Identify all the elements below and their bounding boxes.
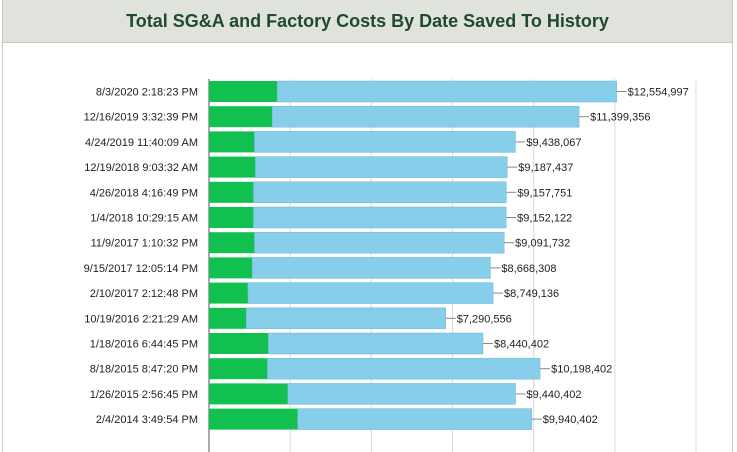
total-label: $12,554,997 — [628, 87, 689, 99]
chart-title: Total SG&A and Factory Costs By Date Sav… — [126, 10, 609, 31]
bar-segment-green — [209, 257, 253, 279]
bar-segment-blue — [251, 257, 491, 279]
category-label: 9/15/2017 12:05:14 PM — [84, 263, 198, 275]
bar-segment-green — [209, 156, 256, 178]
bar-segment-blue — [268, 332, 484, 355]
category-label: 12/19/2018 9:03:32 AM — [84, 162, 198, 174]
total-label: $11,399,356 — [590, 112, 650, 124]
category-label: 1/26/2015 2:56:45 PM — [90, 389, 198, 401]
bar-segment-green — [209, 282, 248, 304]
category-label: 4/24/2019 11:40:09 AM — [85, 137, 198, 149]
bar-segment-blue — [287, 383, 516, 405]
bar-segment-blue — [267, 357, 541, 380]
total-label: $9,152,122 — [517, 213, 572, 225]
total-label: $9,157,751 — [517, 187, 572, 199]
bar-segment-green — [209, 106, 273, 128]
total-label: $9,187,437 — [518, 162, 573, 174]
bar-segment-green — [209, 207, 254, 228]
total-label: $9,091,732 — [515, 238, 570, 250]
bar-segment-blue — [272, 105, 580, 128]
labels: 8/3/2020 2:18:23 PM $12,554,997 12/16/2019… — [84, 87, 689, 427]
bar-segment-blue — [255, 156, 508, 178]
total-label: $9,940,402 — [543, 414, 598, 426]
bar-segment-green — [209, 307, 247, 329]
bar-segment-green — [209, 408, 298, 430]
total-label: $8,440,402 — [494, 339, 549, 351]
category-label: 11/9/2017 1:10:32 PM — [91, 238, 198, 250]
bar-segment-blue — [254, 131, 516, 153]
category-label: 1/18/2016 6:44:45 PM — [90, 339, 198, 351]
bar-segment-green — [209, 232, 255, 254]
category-label: 12/16/2019 3:32:39 PM — [84, 112, 198, 124]
bar-segment-green — [209, 81, 278, 102]
bar-segment-green — [209, 383, 288, 405]
category-label: 2/4/2014 3:49:54 PM — [96, 414, 198, 426]
bar-segment-blue — [297, 408, 532, 430]
total-label: $7,290,556 — [457, 313, 512, 325]
category-label: 10/19/2016 2:21:29 AM — [84, 313, 198, 325]
bar-segment-green — [209, 131, 255, 153]
total-label: $9,438,067 — [526, 137, 581, 149]
total-label: $9,440,402 — [526, 389, 581, 401]
category-label: 4/26/2018 4:16:49 PM — [90, 187, 198, 199]
bar-segment-blue — [253, 181, 507, 204]
bar-segment-green — [209, 181, 254, 203]
category-label: 8/18/2015 8:47:20 PM — [90, 364, 198, 376]
bar-segment-blue — [247, 282, 494, 304]
total-label: $8,668,308 — [501, 263, 556, 275]
bars — [209, 80, 617, 430]
bar-segment-blue — [276, 80, 617, 103]
bar-segment-green — [209, 333, 269, 354]
category-label: 2/10/2017 2:12:48 PM — [90, 288, 198, 300]
category-label: 1/4/2018 10:29:15 AM — [90, 213, 198, 225]
bar-segment-blue — [253, 206, 507, 229]
bar-segment-green — [209, 358, 268, 380]
total-label: $8,749,136 — [504, 288, 559, 300]
total-label: $10,198,402 — [551, 364, 612, 376]
category-label: 8/3/2020 2:18:23 PM — [96, 87, 198, 99]
bar-segment-blue — [254, 231, 505, 254]
bar-segment-blue — [246, 307, 446, 330]
chart-header: Total SG&A and Factory Costs By Date Sav… — [3, 0, 732, 43]
